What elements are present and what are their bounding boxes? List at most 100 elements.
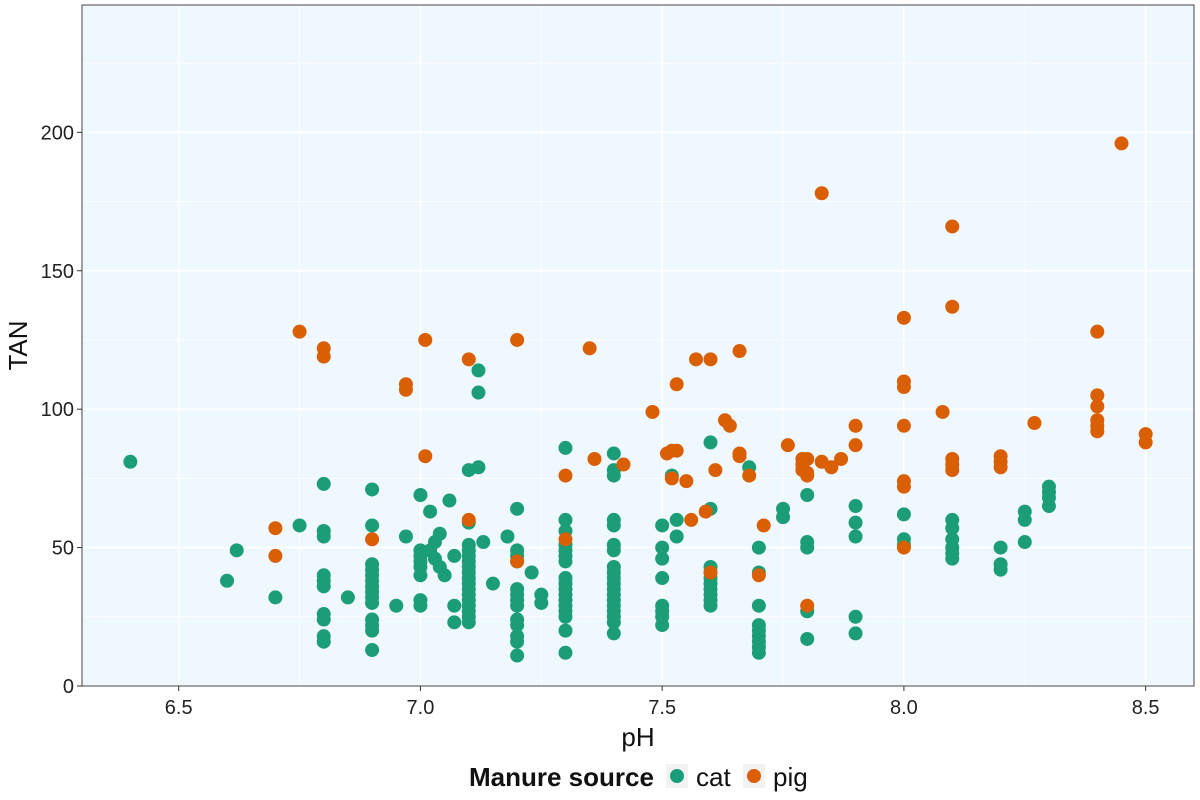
point-cat (510, 618, 525, 633)
point-cat (558, 609, 573, 624)
point-pig (365, 532, 380, 547)
point-cat (1017, 535, 1032, 550)
point-cat (510, 648, 525, 663)
point-pig (722, 418, 737, 433)
point-cat (945, 551, 960, 566)
point-cat (558, 623, 573, 638)
point-cat (413, 598, 428, 613)
point-cat (340, 590, 355, 605)
plot-panel (82, 5, 1194, 686)
point-pig (698, 504, 713, 519)
legend-label-pig: pig (773, 762, 808, 792)
point-cat (485, 576, 500, 591)
point-cat (220, 573, 235, 588)
point-pig (679, 474, 694, 489)
point-cat (848, 529, 863, 544)
axis-ticks: 6.5 7.0 7.5 8.0 8.5 0 50 100 150 200 (41, 122, 1160, 719)
point-cat (365, 595, 380, 610)
x-axis-title: pH (621, 722, 654, 752)
y-tick-label: 150 (41, 261, 74, 283)
point-cat (606, 468, 621, 483)
point-cat (558, 512, 573, 527)
point-pig (461, 352, 476, 367)
point-pig (1027, 416, 1042, 431)
point-pig (510, 332, 525, 347)
y-tick-label: 200 (41, 122, 74, 144)
point-pig (664, 471, 679, 486)
point-pig (1090, 388, 1105, 403)
point-pig (1114, 136, 1129, 151)
point-cat (476, 535, 491, 550)
point-cat (558, 554, 573, 569)
point-cat (606, 615, 621, 630)
point-cat (432, 526, 447, 541)
point-cat (316, 529, 331, 544)
point-pig (896, 479, 911, 494)
point-cat (442, 493, 457, 508)
point-cat (655, 518, 670, 533)
point-cat (316, 634, 331, 649)
point-cat (365, 482, 380, 497)
point-cat (365, 518, 380, 533)
point-cat (471, 385, 486, 400)
point-cat (558, 440, 573, 455)
point-cat (776, 510, 791, 525)
point-pig (1090, 424, 1105, 439)
point-cat (800, 540, 815, 555)
y-axis-title: TAN (3, 320, 33, 370)
point-pig (896, 418, 911, 433)
point-cat (945, 521, 960, 536)
point-cat (423, 504, 438, 519)
point-cat (655, 571, 670, 586)
x-tick-label: 7.5 (648, 697, 676, 719)
point-cat (389, 598, 404, 613)
point-cat (510, 598, 525, 613)
point-cat (471, 460, 486, 475)
y-tick-label: 100 (41, 399, 74, 421)
grid-lines (82, 5, 1194, 687)
point-cat (510, 634, 525, 649)
point-pig (708, 463, 723, 478)
point-cat (316, 579, 331, 594)
point-cat (558, 645, 573, 660)
point-cat (993, 562, 1008, 577)
point-pig (1138, 435, 1153, 450)
point-pig (732, 344, 747, 359)
point-cat (655, 618, 670, 633)
point-pig (896, 540, 911, 555)
point-cat (447, 548, 462, 563)
point-pig (1090, 399, 1105, 414)
point-cat (437, 568, 452, 583)
point-cat (123, 454, 138, 469)
panel-border (81, 4, 1195, 687)
point-pig (418, 449, 433, 464)
point-pig (587, 452, 602, 466)
point-pig (669, 377, 684, 392)
point-cat (848, 609, 863, 624)
point-pig (800, 452, 815, 466)
point-cat (655, 551, 670, 566)
point-pig (848, 418, 863, 433)
point-pig (558, 468, 573, 483)
x-tick-label: 8.5 (1132, 697, 1160, 719)
point-cat (398, 529, 413, 544)
point-cat (413, 568, 428, 583)
point-pig (398, 382, 413, 397)
point-cat (606, 518, 621, 533)
point-cat (751, 540, 766, 555)
x-tick-label: 6.5 (165, 697, 193, 719)
point-cat (1041, 499, 1056, 514)
point-cat (669, 529, 684, 544)
point-pig (780, 438, 795, 453)
point-cat (292, 518, 307, 533)
point-cat (447, 615, 462, 630)
y-tick-label: 0 (63, 676, 74, 698)
point-cat (510, 501, 525, 516)
point-pig (800, 468, 815, 483)
point-cat (1017, 512, 1032, 527)
x-tick-label: 8.0 (890, 697, 918, 719)
point-cat (800, 487, 815, 502)
point-cat (606, 626, 621, 641)
point-pig (268, 521, 283, 536)
